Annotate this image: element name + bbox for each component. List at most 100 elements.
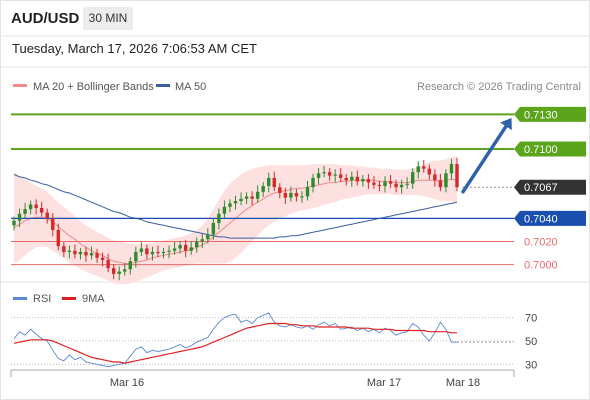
candle-body (372, 182, 376, 185)
candle-body (51, 218, 55, 230)
candle-body (300, 196, 304, 198)
candle-body (89, 253, 94, 256)
rsi-ma-legend-swatch (62, 297, 76, 300)
candle-body (338, 174, 343, 178)
candle-body (444, 173, 448, 188)
candle-body (233, 201, 238, 204)
forecast-arrow-layer (461, 117, 512, 194)
chart-header: AUD/USD 30 MIN (0, 0, 590, 37)
interval-button[interactable]: 30 MIN (83, 7, 133, 30)
candle-body (161, 251, 166, 254)
candle-body (361, 179, 365, 182)
candle-body (189, 247, 193, 251)
bollinger-band-fill (14, 156, 457, 285)
forecast-arrow-head (500, 117, 512, 131)
rsi-legend-label: RSI (33, 293, 51, 305)
credit-text: Research © 2026 Trading Central (417, 81, 581, 93)
candle-body (272, 177, 276, 188)
level-box-0.7067 (514, 179, 586, 195)
candle-body (45, 212, 49, 219)
rsi-tick-70: 70 (525, 313, 537, 325)
candle-body (117, 271, 121, 274)
ma50-line (13, 174, 458, 239)
ma20-legend-label: MA 20 + Bollinger Bands (33, 81, 154, 93)
candle-body (438, 180, 443, 188)
ma50-legend-swatch (156, 84, 170, 87)
candle-body (222, 206, 227, 214)
x-tick-label: Mar 16 (110, 377, 144, 389)
x-tick-label: Mar 18 (446, 377, 480, 389)
candle-body (39, 208, 44, 213)
x-axis: Mar 16 Mar 17 Mar 18 (10, 369, 515, 389)
candle-body (228, 203, 232, 207)
level-label-0.7040: 0.7040 (524, 213, 558, 225)
candle-body (12, 220, 16, 226)
candle-body (150, 251, 155, 255)
candle-body (261, 186, 265, 192)
level-box-0.7130 (514, 106, 586, 122)
ma50-legend-label: MA 50 (175, 81, 206, 93)
candle-body (73, 250, 77, 255)
rsi-ma-line (13, 322, 457, 364)
candle-body (333, 174, 337, 176)
candle-body (394, 183, 398, 188)
candle-body (217, 213, 221, 224)
candle-body (278, 187, 282, 193)
candle-body (427, 168, 432, 175)
candle-body (305, 187, 310, 197)
candle-body (399, 184, 404, 188)
candle-body (111, 268, 116, 274)
rsi-legend-swatch (13, 297, 27, 300)
candle-body (100, 257, 105, 261)
candle-body (383, 181, 387, 187)
candle-body (255, 191, 260, 199)
candle-body (106, 260, 110, 269)
candle-body (34, 204, 38, 208)
candle-body (322, 172, 326, 174)
candle-body (145, 248, 149, 255)
candle-body (195, 241, 199, 248)
level-label-0.7100: 0.7100 (524, 144, 558, 156)
candle-body (422, 166, 426, 169)
candle-body (289, 192, 293, 198)
candle-body (67, 250, 72, 252)
candle-body (250, 196, 254, 199)
timestamp: Tuesday, March 17, 2026 7:06:53 AM CET (12, 41, 257, 56)
level-box-0.7100 (514, 141, 586, 157)
candle-body (28, 204, 33, 210)
candle-body (294, 192, 299, 197)
candle-body (366, 179, 371, 183)
candle-body (405, 183, 409, 185)
candle-body (283, 192, 288, 198)
candles-layer (12, 157, 459, 281)
rsi-ma-legend-label: 9MA (82, 293, 105, 305)
candle-body (355, 176, 360, 182)
candle-body (17, 213, 22, 221)
level-label-0.7020: 0.7020 (524, 237, 558, 249)
candle-body (377, 184, 382, 187)
candle-body (134, 251, 138, 262)
rsi-tick-50: 50 (525, 336, 537, 348)
candle-body (416, 166, 420, 173)
candle-body (123, 269, 127, 272)
forecast-arrow-shaft (461, 124, 508, 194)
candle-body (23, 209, 27, 214)
candle-body (350, 176, 354, 181)
candle-body (449, 164, 454, 174)
candle-body (410, 172, 415, 184)
candle-body (244, 196, 249, 199)
candle-body (455, 164, 459, 188)
ma20-legend-swatch (13, 84, 27, 87)
candle-body (239, 198, 243, 202)
x-tick-label: Mar 17 (367, 377, 401, 389)
candle-body (327, 172, 332, 176)
level-label-0.7130: 0.7130 (524, 109, 558, 121)
candle-body (344, 177, 348, 181)
rsi-tick-30: 30 (525, 359, 537, 371)
level-label-0.7067: 0.7067 (524, 182, 558, 194)
symbol-title: AUD/USD (11, 10, 80, 27)
candle-body (172, 248, 177, 251)
candle-body (128, 261, 133, 270)
candle-body (78, 251, 83, 255)
